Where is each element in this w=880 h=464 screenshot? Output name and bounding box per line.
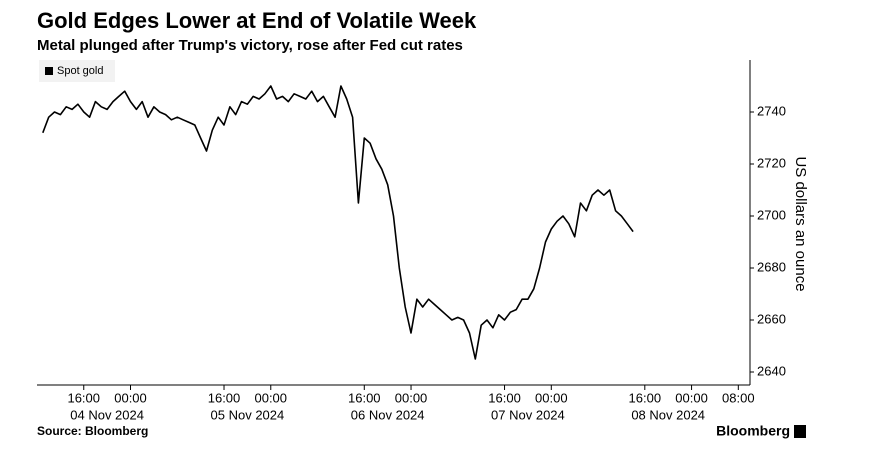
x-tick-label: 16:00 — [629, 390, 662, 405]
y-tick-label: 2700 — [757, 207, 786, 222]
brand-icon — [794, 425, 806, 438]
x-tick-label: 16:00 — [208, 390, 241, 405]
chart-title: Gold Edges Lower at End of Volatile Week — [37, 8, 477, 33]
y-tick-label: 2680 — [757, 259, 786, 274]
x-tick-label: 00:00 — [254, 390, 287, 405]
legend-box — [39, 60, 115, 82]
x-date-label: 04 Nov 2024 — [70, 407, 144, 422]
x-tick-label: 16:00 — [488, 390, 521, 405]
x-tick-label: 00:00 — [395, 390, 428, 405]
x-tick-label: 08:00 — [722, 390, 755, 405]
legend-label: Spot gold — [57, 65, 103, 77]
brand: Bloomberg — [716, 423, 790, 439]
y-tick-label: 2720 — [757, 155, 786, 170]
x-date-label: 08 Nov 2024 — [631, 407, 705, 422]
y-tick-label: 2660 — [757, 311, 786, 326]
x-date-label: 05 Nov 2024 — [211, 407, 285, 422]
x-tick-label: 00:00 — [675, 390, 708, 405]
x-date-label: 06 Nov 2024 — [351, 407, 425, 422]
legend-swatch — [45, 67, 53, 75]
x-tick-label: 16:00 — [348, 390, 381, 405]
y-tick-label: 2740 — [757, 103, 786, 118]
price-line — [42, 85, 634, 360]
y-axis-label: US dollars an ounce — [792, 156, 809, 291]
chart-subtitle: Metal plunged after Trump's victory, ros… — [37, 37, 463, 54]
y-tick-label: 2640 — [757, 363, 786, 378]
x-tick-label: 00:00 — [535, 390, 568, 405]
x-tick-label: 16:00 — [67, 390, 100, 405]
x-date-label: 07 Nov 2024 — [491, 407, 565, 422]
source: Source: Bloomberg — [37, 424, 148, 438]
x-tick-label: 00:00 — [114, 390, 147, 405]
